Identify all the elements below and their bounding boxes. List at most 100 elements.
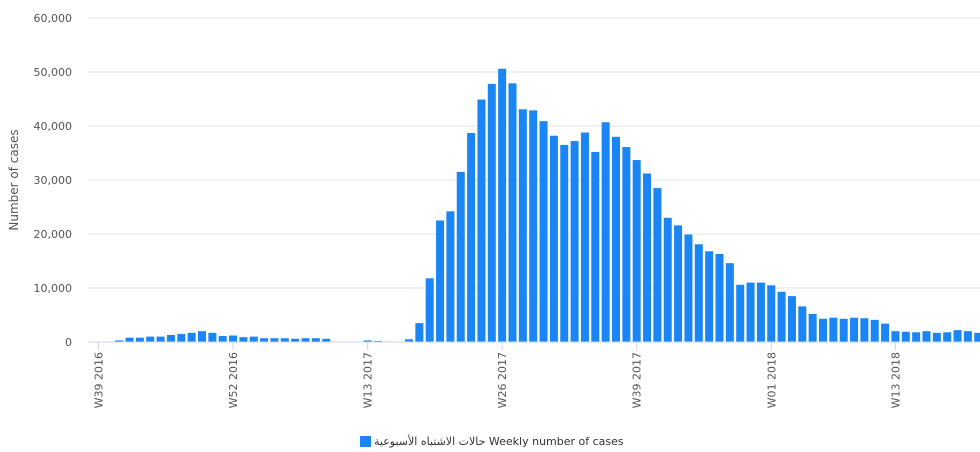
bar[interactable] [912,332,921,342]
bar[interactable] [456,171,465,342]
bar[interactable] [839,318,848,342]
bar[interactable] [601,122,610,342]
y-tick-label: 10,000 [34,282,73,295]
bar[interactable] [549,135,558,342]
bar[interactable] [580,132,589,342]
bar[interactable] [725,263,734,342]
bar[interactable] [498,68,507,342]
y-tick-label: 20,000 [34,228,73,241]
bar[interactable] [311,338,320,342]
bars [94,68,980,343]
bar[interactable] [249,336,258,342]
bar[interactable] [260,338,269,342]
bar[interactable] [363,340,372,342]
bar[interactable] [953,330,962,342]
bar[interactable] [736,284,745,342]
bar[interactable] [653,188,662,342]
bar[interactable] [963,331,972,342]
bar[interactable] [529,110,538,342]
bar[interactable] [239,337,248,342]
bar[interactable] [446,211,455,342]
bar[interactable] [932,332,941,342]
bar[interactable] [632,160,641,342]
bar[interactable] [291,338,300,342]
y-tick-label: 50,000 [34,66,73,79]
x-tick-label: W26 2017 [496,352,509,408]
bar[interactable] [322,338,331,342]
x-tick-label: W52 2016 [227,352,240,408]
bar[interactable] [643,173,652,342]
bar[interactable] [767,285,776,342]
bar[interactable] [487,83,496,342]
bar[interactable] [591,151,600,342]
bar[interactable] [187,332,196,342]
bar[interactable] [756,282,765,342]
bar[interactable] [829,317,838,342]
bar[interactable] [674,225,683,342]
y-tick-label: 0 [65,336,72,349]
y-tick-label: 40,000 [34,120,73,133]
bar[interactable] [301,338,310,342]
bar[interactable] [901,331,910,342]
bar[interactable] [229,335,238,342]
x-tick-label: W13 2018 [889,352,902,408]
x-tick-label: W13 2017 [362,352,375,408]
bar[interactable] [922,331,931,342]
bar[interactable] [974,332,980,342]
bar[interactable] [694,244,703,342]
bar[interactable] [746,282,755,342]
legend[interactable]: حالات الاشتباه الأسبوعية Weekly number o… [360,434,624,448]
bar[interactable] [787,296,796,342]
bar[interactable] [198,331,206,342]
bar[interactable] [125,337,134,342]
bar[interactable] [135,337,144,342]
bar[interactable] [405,339,413,342]
y-axis-ticks: 0 10,000 20,000 30,000 40,000 50,000 60,000 [34,12,73,349]
bar[interactable] [208,332,217,342]
bar[interactable] [560,144,569,342]
x-tick-label: W01 2018 [765,352,778,408]
y-tick-label: 60,000 [34,12,73,25]
bar[interactable] [156,336,165,342]
bar[interactable] [622,147,631,342]
bar[interactable] [166,334,175,342]
bar[interactable] [850,317,859,342]
bar[interactable] [539,121,548,342]
bar[interactable] [177,333,186,342]
bar[interactable] [477,99,486,342]
bar[interactable] [612,136,620,342]
y-tick-label: 30,000 [34,174,73,187]
bar[interactable] [860,318,869,342]
x-tick-label: W39 2017 [631,352,644,408]
bar[interactable] [715,253,724,342]
bar[interactable] [819,318,827,342]
bar[interactable] [270,338,279,342]
bar[interactable] [436,220,445,343]
bar[interactable] [891,331,900,342]
bar[interactable] [373,340,382,342]
bar[interactable] [798,306,807,342]
legend-swatch[interactable] [360,436,371,447]
x-tick-label: W39 2016 [93,352,106,408]
bar[interactable] [415,323,424,342]
bar[interactable] [881,323,890,342]
x-axis-ticks: W39 2016 W52 2016 W13 2017 W26 2017 W39 2017… [93,342,902,408]
legend-label[interactable]: حالات الاشتباه الأسبوعية Weekly number o… [374,434,624,448]
bar[interactable] [870,319,879,342]
bar[interactable] [467,133,476,342]
bar[interactable] [808,313,817,342]
bar[interactable] [218,336,227,342]
bar[interactable] [777,291,786,342]
bar[interactable] [508,83,517,342]
bar[interactable] [705,251,714,342]
bar[interactable] [425,278,434,342]
bar[interactable] [684,234,693,342]
bar[interactable] [570,141,579,342]
bar[interactable] [280,338,289,342]
bar[interactable] [518,109,527,342]
bar[interactable] [115,340,124,342]
bar[interactable] [663,217,672,342]
bar[interactable] [146,336,155,342]
bar[interactable] [943,332,952,342]
